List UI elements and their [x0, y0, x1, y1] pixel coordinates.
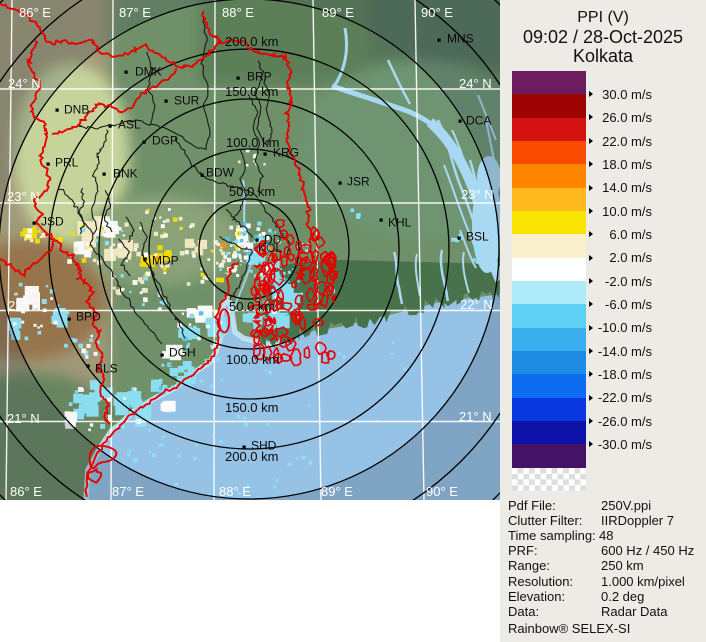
svg-text:86° E: 86° E: [19, 5, 51, 20]
svg-text:BPD: BPD: [76, 310, 101, 324]
svg-text:87° E: 87° E: [112, 484, 144, 499]
svg-text:BNK: BNK: [113, 167, 138, 181]
svg-text:50.0 km: 50.0 km: [229, 184, 275, 199]
svg-text:DGH: DGH: [169, 346, 196, 360]
svg-text:89° E: 89° E: [322, 5, 354, 20]
svg-text:24° N: 24° N: [8, 76, 41, 91]
svg-text:KOL: KOL: [258, 241, 282, 255]
svg-text:21° N: 21° N: [459, 409, 492, 424]
svg-text:86° E: 86° E: [10, 484, 42, 499]
svg-text:50.0 km: 50.0 km: [229, 299, 275, 314]
svg-text:SHD: SHD: [251, 439, 277, 453]
svg-text:90° E: 90° E: [426, 484, 458, 499]
svg-text:87° E: 87° E: [119, 5, 151, 20]
svg-text:90° E: 90° E: [421, 5, 453, 20]
svg-text:PRL: PRL: [55, 156, 79, 170]
svg-text:DGP: DGP: [152, 134, 178, 148]
svg-text:200.0 km: 200.0 km: [225, 449, 278, 464]
svg-text:88° E: 88° E: [219, 484, 251, 499]
svg-text:100.0 km: 100.0 km: [226, 135, 279, 150]
svg-text:21° N: 21° N: [7, 411, 40, 426]
svg-text:MDP: MDP: [152, 254, 179, 268]
svg-text:MNS: MNS: [447, 32, 474, 46]
svg-text:BRP: BRP: [247, 70, 272, 84]
svg-text:KRG: KRG: [273, 146, 299, 160]
svg-text:89° E: 89° E: [321, 484, 353, 499]
svg-text:23° N: 23° N: [461, 187, 494, 202]
svg-text:24° N: 24° N: [459, 76, 492, 91]
svg-text:JSR: JSR: [347, 175, 370, 189]
svg-text:KHL: KHL: [388, 216, 412, 230]
svg-text:ASL: ASL: [118, 118, 141, 132]
svg-text:SUR: SUR: [174, 94, 200, 108]
svg-text:BLS: BLS: [95, 362, 118, 376]
svg-text:BSL: BSL: [466, 230, 489, 244]
svg-text:BDW: BDW: [206, 166, 235, 180]
svg-text:DD: DD: [264, 233, 282, 247]
svg-text:23° N: 23° N: [7, 189, 40, 204]
svg-text:DMK: DMK: [135, 65, 162, 79]
svg-text:150.0 km: 150.0 km: [225, 84, 278, 99]
svg-text:150.0 km: 150.0 km: [225, 400, 278, 415]
svg-text:88° E: 88° E: [222, 5, 254, 20]
svg-text:DNB: DNB: [64, 103, 89, 117]
svg-text:100.0 km: 100.0 km: [226, 352, 279, 367]
svg-text:22° N: 22° N: [460, 297, 493, 312]
svg-text:200.0 km: 200.0 km: [225, 34, 278, 49]
svg-text:DCA: DCA: [466, 114, 491, 128]
svg-text:22° N: 22° N: [8, 298, 41, 313]
svg-text:JSD: JSD: [41, 215, 64, 229]
